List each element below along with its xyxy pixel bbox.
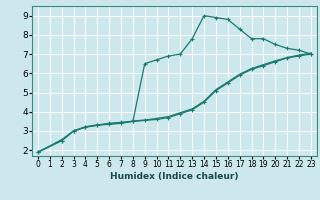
X-axis label: Humidex (Indice chaleur): Humidex (Indice chaleur) (110, 172, 239, 181)
